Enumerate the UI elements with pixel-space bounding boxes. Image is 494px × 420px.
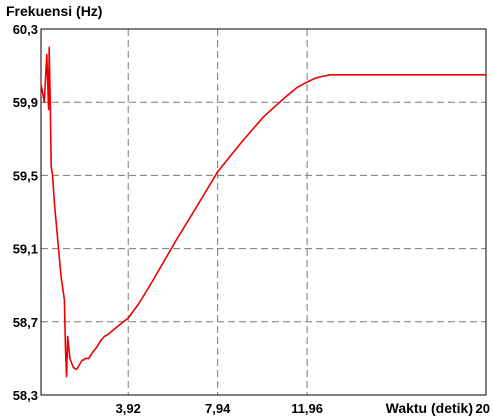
y-axis-label: Frekuensi (Hz): [6, 3, 102, 19]
series-line-0: [40, 46, 487, 378]
x-tick-label: 11,96: [291, 401, 323, 416]
y-tick-label: 58,7: [13, 315, 38, 330]
grid-lines: [41, 29, 486, 395]
plot-area: [40, 28, 487, 396]
x-tick-label: 7,94: [205, 401, 231, 416]
y-tick-label: 59,9: [13, 95, 38, 110]
y-tick-label: 60,3: [13, 22, 38, 37]
series-layer: [40, 46, 487, 378]
tick-labels: 60,3 59,9 59,5 59,1 58,7 58,3 3,92 7,94 11,96 20: [13, 22, 490, 416]
x-tick-label: 20: [476, 401, 490, 416]
x-tick-label: 3,92: [116, 401, 141, 416]
y-tick-label: 59,5: [13, 168, 38, 183]
x-axis-label: Waktu (detik): [386, 400, 473, 416]
y-tick-label: 59,1: [13, 242, 38, 257]
y-tick-label: 58,3: [13, 388, 38, 403]
